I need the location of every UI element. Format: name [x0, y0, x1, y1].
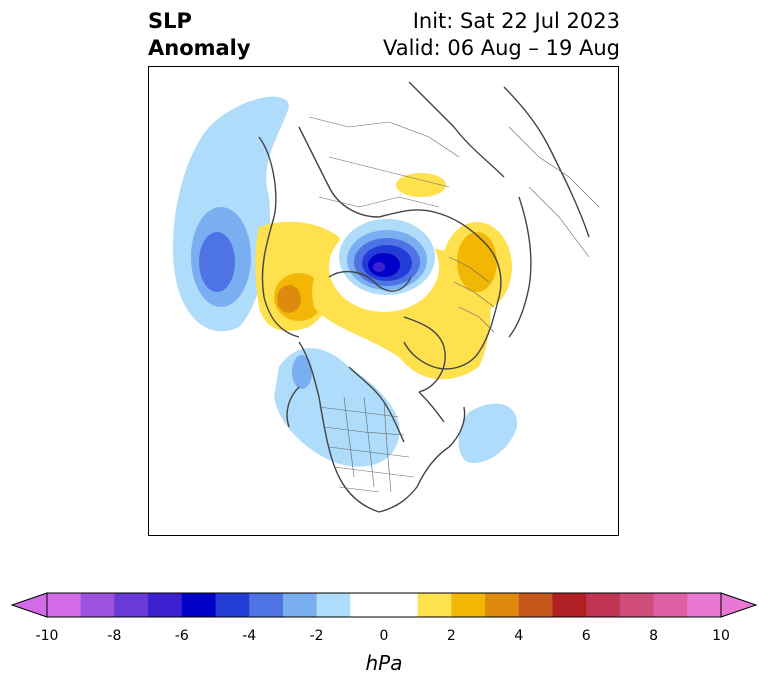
colorbar-segment: [282, 593, 318, 617]
title-line-1: SLP: [148, 9, 192, 33]
colorbar-segment: [350, 593, 385, 617]
colorbar-segment: [687, 593, 722, 617]
colorbar-tick-label: 10: [712, 628, 730, 644]
colorbar-segment: [518, 593, 553, 617]
colorbar-segment: [316, 593, 351, 617]
coastlines: [258, 81, 590, 513]
colorbar-tick-label: -2: [309, 628, 324, 644]
colorbar-segment: [114, 593, 149, 617]
colorbar-segment: [586, 593, 621, 617]
negative-anomaly-atlantic: [458, 403, 518, 463]
colorbar-segment: [181, 593, 216, 617]
colorbar-tick-label: 4: [514, 628, 524, 644]
colorbar-segment: [552, 593, 587, 617]
borders: [308, 116, 600, 493]
positive-anomaly-north: [396, 173, 446, 197]
negative-anomaly-pacific-center: [199, 232, 235, 292]
negative-anomaly-arctic-core: [373, 262, 385, 272]
colorbar-outline: [46, 592, 722, 618]
colorbar-tick-label: -8: [107, 628, 122, 644]
colorbar-segment: [619, 593, 655, 617]
negative-anomaly-namerica-core: [292, 355, 312, 389]
colorbar-unit-label: hPa: [365, 651, 403, 675]
map-canvas: [173, 81, 600, 513]
colorbar-segment: [215, 593, 250, 617]
colorbar-tick-label: 8: [649, 628, 659, 644]
colorbar-segment: [451, 593, 486, 617]
colorbar-segment: [148, 593, 183, 617]
colorbar-tick-label: 0: [379, 628, 389, 644]
colorbar-tick-label: -4: [242, 628, 257, 644]
init-date: Init: Sat 22 Jul 2023: [412, 9, 620, 33]
colorbar-tick-label: -6: [174, 628, 189, 644]
colorbar-tick-label: 6: [581, 628, 591, 644]
colorbar-arrow-low: [10, 592, 48, 618]
colorbar-segment: [249, 593, 284, 617]
map-title: SLP Anomaly: [148, 8, 251, 62]
valid-range: Valid: 06 Aug – 19 Aug: [382, 36, 620, 60]
anomaly-fill: [173, 96, 518, 467]
positive-anomaly-west-center: [277, 285, 301, 313]
colorbar-segment: [47, 593, 82, 617]
colorbar-arrow-high: [720, 592, 758, 618]
colorbar-svg: [10, 592, 758, 618]
anomaly-map: [148, 66, 619, 536]
colorbar-segment: [417, 593, 452, 617]
colorbar-segment: [485, 593, 520, 617]
colorbar-segment: [80, 593, 115, 617]
positive-anomaly-east-core: [457, 232, 497, 292]
colorbar: [0, 588, 768, 628]
title-line-2: Anomaly: [148, 36, 251, 60]
colorbar-tick-label: -10: [35, 628, 59, 644]
colorbar-segment: [653, 593, 688, 617]
colorbar-tick-label: 2: [446, 628, 456, 644]
colorbar-segment: [384, 593, 419, 617]
date-info: Init: Sat 22 Jul 2023 Valid: 06 Aug – 19…: [383, 8, 620, 62]
